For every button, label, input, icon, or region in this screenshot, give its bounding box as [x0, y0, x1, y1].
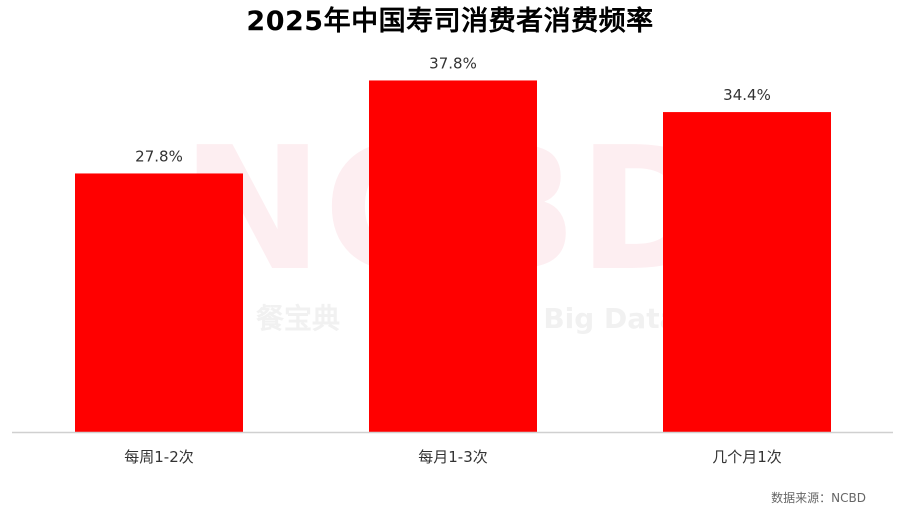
- bar-value-label-2: 37.8%: [429, 54, 477, 72]
- chart-title: 2025年中国寿司消费者消费频率: [246, 6, 654, 37]
- bars-group: [75, 80, 831, 433]
- value-labels-group: 27.8% 37.8% 34.4%: [135, 54, 771, 165]
- watermark-tagline: g Big Data: [514, 302, 679, 335]
- bar-3: [663, 112, 831, 432]
- bar-1: [75, 173, 243, 432]
- x-tick-label-3: 几个月1次: [712, 448, 782, 466]
- watermark-brand: 餐宝典: [256, 302, 340, 335]
- x-tick-label-2: 每月1-3次: [418, 448, 488, 466]
- x-tick-labels-group: 每周1-2次 每月1-3次 几个月1次: [124, 448, 782, 466]
- bar-value-label-3: 34.4%: [723, 86, 771, 104]
- x-tick-label-1: 每周1-2次: [124, 448, 194, 466]
- source-note: 数据来源：NCBD: [771, 491, 866, 505]
- bar-value-label-1: 27.8%: [135, 147, 183, 165]
- bar-2: [369, 80, 537, 433]
